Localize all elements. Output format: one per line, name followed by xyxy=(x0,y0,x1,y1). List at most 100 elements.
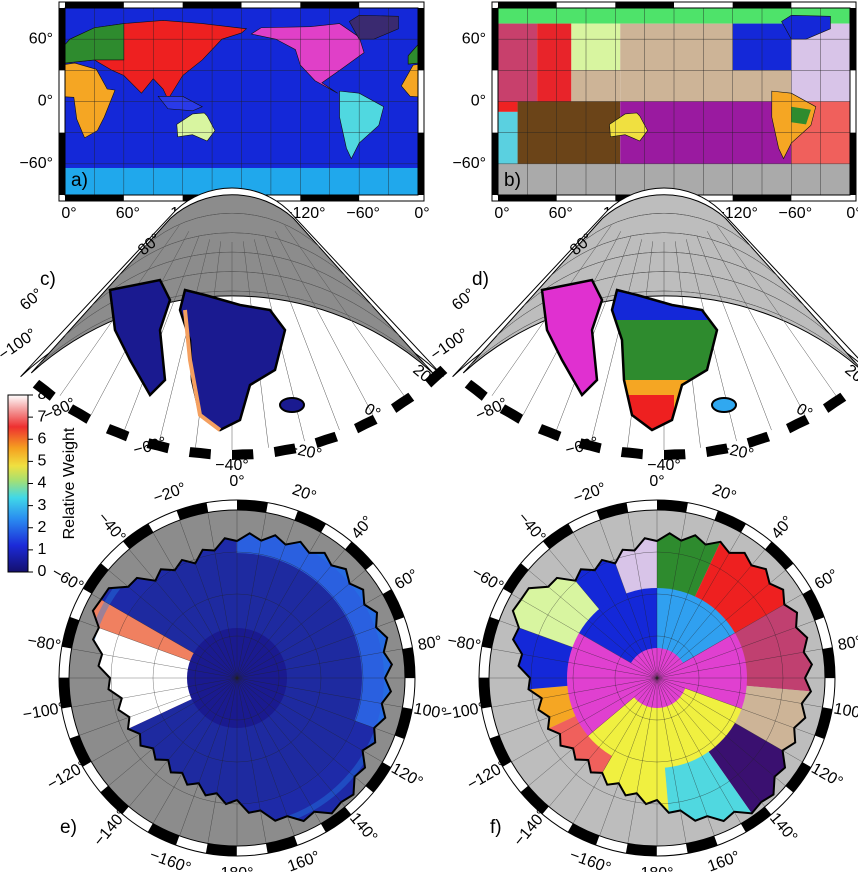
lon-label: 80° xyxy=(417,633,444,654)
lon-label: −60° xyxy=(779,205,813,222)
lon-label: −20° xyxy=(151,480,188,507)
colorbar-tick-label: 1 xyxy=(38,541,47,558)
lon-label: 0° xyxy=(494,205,509,222)
lat-label: −60° xyxy=(452,155,486,172)
graticule-label: −80° xyxy=(41,395,79,425)
lon-label: 0° xyxy=(846,205,858,222)
lon-label: 140° xyxy=(766,810,800,846)
ocean-region xyxy=(498,112,518,164)
lon-label: −120° xyxy=(464,758,509,794)
lon-label: −80° xyxy=(446,632,482,655)
ocean-region xyxy=(498,24,537,102)
graticule-label: −80° xyxy=(473,395,511,425)
lon-label: 60° xyxy=(812,566,841,593)
ocean-region xyxy=(571,70,620,101)
lon-label: 120° xyxy=(808,760,845,791)
colorbar-tick-label: 8 xyxy=(38,386,47,403)
colorbar-tick-label: 7 xyxy=(38,408,47,425)
lon-label: 0° xyxy=(229,473,244,490)
graticule-label: −100° xyxy=(0,326,40,364)
lon-label: 100° xyxy=(832,701,858,724)
lon-label: −80° xyxy=(26,632,62,655)
lat-label: 60° xyxy=(462,30,486,47)
frame-segment xyxy=(391,393,414,413)
lon-label: 40° xyxy=(768,513,797,542)
lon-label: −60° xyxy=(346,205,380,222)
lon-label: 60° xyxy=(116,205,140,222)
lon-label: −20° xyxy=(571,480,608,507)
lon-label: 40° xyxy=(348,513,377,542)
landmass xyxy=(110,280,170,395)
island xyxy=(280,398,304,412)
greenland xyxy=(180,290,285,430)
colorbar-ramp xyxy=(8,395,28,572)
colorbar-label: Relative Weight xyxy=(61,427,78,539)
basin xyxy=(432,395,674,455)
graticule xyxy=(717,225,836,395)
lon-label: 0° xyxy=(414,205,429,222)
frame-segment xyxy=(621,447,643,459)
conic-panel: 80°60°−100°−80°−60°−40°−20°0°20°d) xyxy=(428,188,858,474)
lon-label: 0° xyxy=(61,205,76,222)
colorbar-tick-label: 5 xyxy=(38,453,47,470)
panel-label: f) xyxy=(490,817,502,838)
lon-label: −140° xyxy=(91,806,131,849)
lon-label: −100° xyxy=(442,700,487,724)
lon-label: 140° xyxy=(346,810,380,846)
ocean-region xyxy=(571,24,620,71)
lon-label: 120° xyxy=(388,760,425,791)
landmass xyxy=(542,280,602,395)
figure: 60°0°−60°0°60°120°180°−120°−60°0°a)60°0°… xyxy=(0,0,858,872)
polar-panel: 0°20°40°60°80°100°120°140°160°180°−160°−… xyxy=(442,473,858,872)
lon-label: −60° xyxy=(469,564,507,596)
ocean-region xyxy=(498,102,518,112)
lon-label: 0° xyxy=(649,473,664,490)
lon-label: 80° xyxy=(837,633,858,654)
lon-label: −160° xyxy=(147,847,193,872)
polar-panel: 0°20°40°60°80°100°120°140°160°180°−160°−… xyxy=(22,473,448,872)
lon-label: −100° xyxy=(22,700,67,724)
graticule-label: −40° xyxy=(215,457,249,474)
lon-label: 160° xyxy=(285,848,322,872)
lat-label: 0° xyxy=(38,93,53,110)
graticule-label: −100° xyxy=(428,326,473,364)
panel-label: a) xyxy=(71,170,88,191)
panel-label: d) xyxy=(472,269,489,290)
basin xyxy=(432,320,858,380)
graticule-label: 20° xyxy=(409,361,438,390)
graticule-label: 20° xyxy=(841,361,858,390)
lat-label: 60° xyxy=(29,30,53,47)
graticule-label: −40° xyxy=(647,457,681,474)
frame-segment xyxy=(465,380,488,401)
ocean-region xyxy=(537,24,571,102)
colorbar-tick-label: 3 xyxy=(38,497,47,514)
colorbar-tick-label: 0 xyxy=(38,563,47,580)
lon-label: 20° xyxy=(290,481,319,505)
lon-label: 20° xyxy=(710,481,739,505)
colorbar-tick-label: 2 xyxy=(38,519,47,536)
panel-label: b) xyxy=(504,170,521,191)
colorbar-tick-label: 4 xyxy=(38,475,47,492)
graticule-label: −60° xyxy=(132,434,169,459)
lat-label: 0° xyxy=(471,93,486,110)
lon-label: 60° xyxy=(392,566,421,593)
lon-label: 60° xyxy=(549,205,573,222)
map-content xyxy=(498,8,850,195)
frame-segment xyxy=(823,393,846,413)
lon-label: 180° xyxy=(640,865,673,872)
graticule xyxy=(285,225,404,395)
panel-label: c) xyxy=(40,269,56,290)
lon-label: 180° xyxy=(220,865,253,872)
lon-label: −120° xyxy=(44,758,89,794)
page: {"colorbar": {"label": "Relative Weight"… xyxy=(0,0,858,872)
lon-label: −140° xyxy=(511,806,551,849)
colorbar-tick-label: 6 xyxy=(38,430,47,447)
lon-label: −60° xyxy=(49,564,87,596)
graticule-label: −60° xyxy=(564,434,601,459)
ocean-region xyxy=(620,24,732,102)
island xyxy=(712,398,736,412)
lat-label: −60° xyxy=(19,155,53,172)
frame-segment xyxy=(189,447,211,459)
lon-label: −160° xyxy=(567,847,613,872)
panel-label: e) xyxy=(60,817,77,838)
